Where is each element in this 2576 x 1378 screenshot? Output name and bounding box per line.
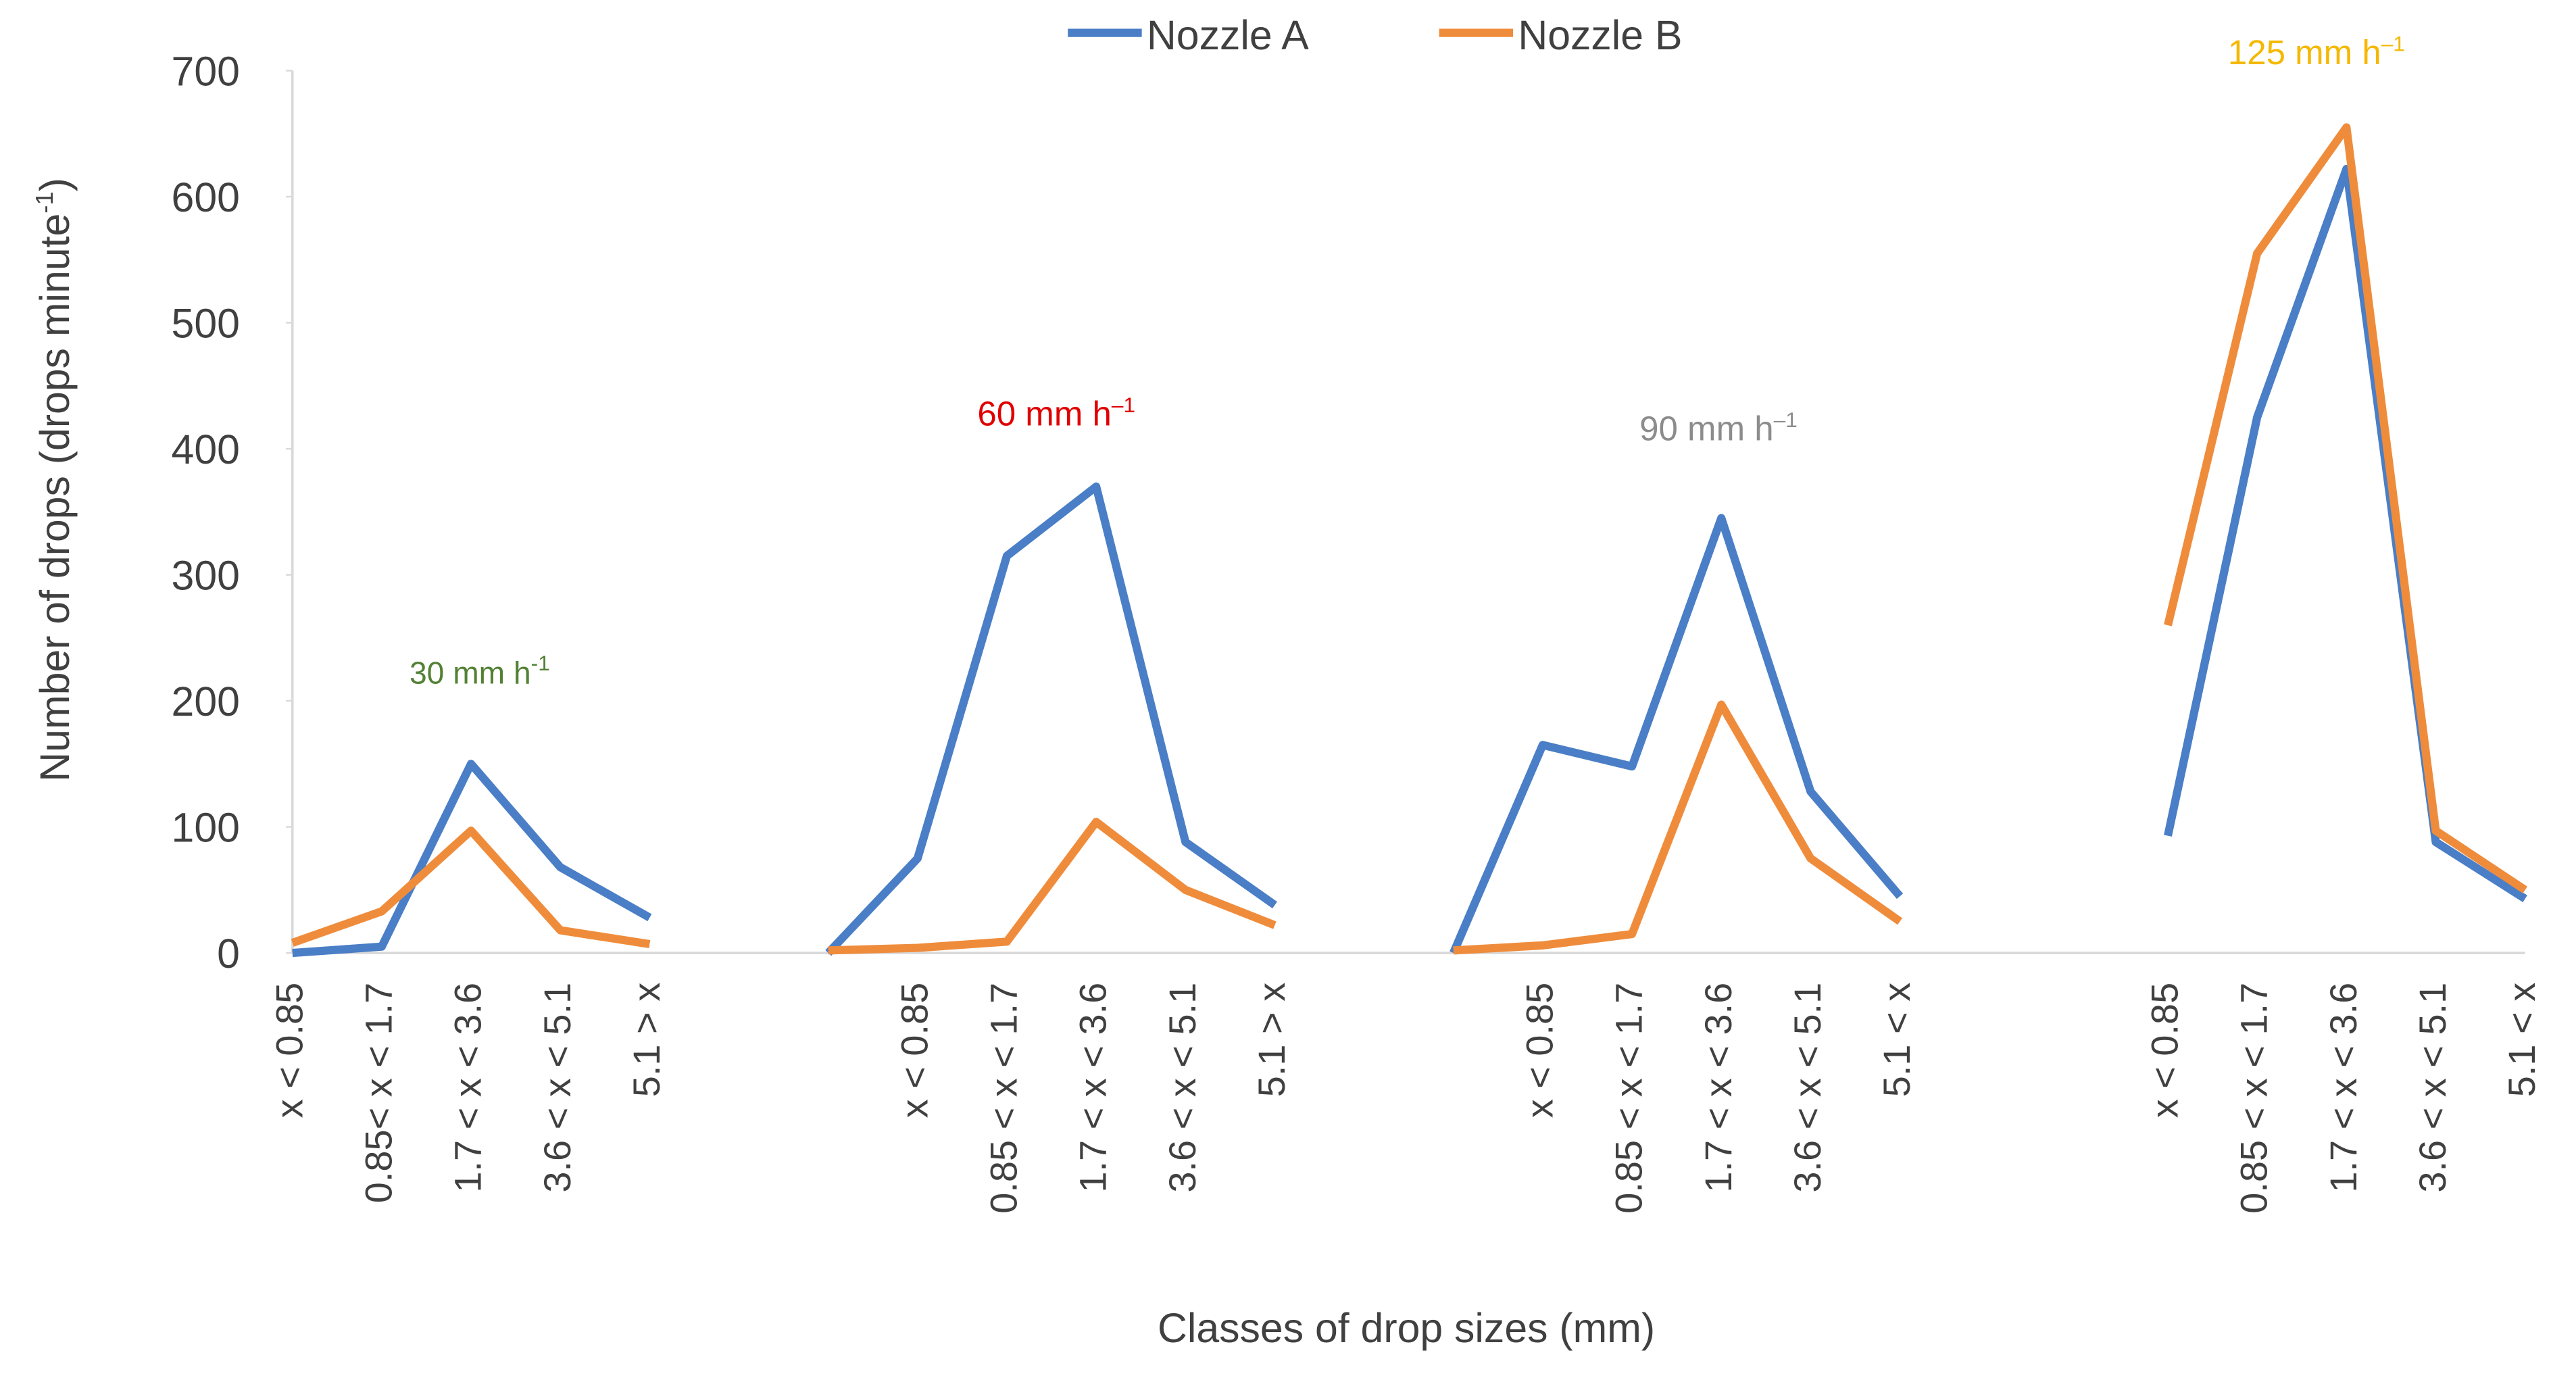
series-line — [291, 123, 2527, 955]
x-tick-label: 1.7 < x < 3.6 — [2322, 983, 2364, 1193]
x-tick-label: 5.1 < x — [1875, 983, 1918, 1097]
series-line — [292, 164, 2527, 958]
y-tick-label: 300 — [172, 552, 240, 598]
y-tick-label: 200 — [172, 679, 240, 724]
y-axis-title-sup: -1 — [30, 191, 58, 213]
x-tick-label: 1.7 < x < 3.6 — [447, 983, 489, 1193]
annotation-sup: –1 — [1774, 408, 1798, 432]
annotation-sup: -1 — [531, 651, 550, 675]
x-tick-label: 0.85< x < 1.7 — [357, 983, 399, 1203]
y-tick-label: 500 — [172, 300, 240, 346]
x-tick-label: 3.6 < x < 5.1 — [1786, 983, 1829, 1193]
x-tick-label: x < 0.85 — [893, 983, 935, 1118]
x-tick-label: 0.85 < x < 1.7 — [1608, 983, 1650, 1214]
x-tick-label: 0.85 < x < 1.7 — [983, 983, 1025, 1214]
annotation: 125 mm h–1 — [2228, 31, 2405, 71]
x-tick-label: 5.1 > x — [625, 983, 668, 1097]
x-axis-title: Classes of drop sizes (mm) — [1158, 1305, 1655, 1351]
annotation-text: 90 mm h — [1639, 410, 1774, 448]
annotation: 60 mm h–1 — [977, 393, 1135, 433]
x-tick-label: 3.6 < x < 5.1 — [536, 983, 578, 1193]
x-tick-label: 5.1 > x — [1250, 983, 1293, 1097]
y-tick-label: 100 — [172, 804, 240, 850]
y-tick-label: 400 — [172, 426, 240, 472]
x-tick-label: 5.1 < x — [2500, 983, 2543, 1097]
annotation: 30 mm h-1 — [410, 651, 550, 690]
x-tick-label: x < 0.85 — [268, 983, 310, 1118]
legend-label: Nozzle B — [1518, 12, 1682, 58]
annotation-text: 125 mm h — [2228, 33, 2381, 72]
annotation-text: 60 mm h — [977, 395, 1112, 433]
annotation: 90 mm h–1 — [1639, 408, 1798, 447]
x-tick-label: 1.7 < x < 3.6 — [1072, 983, 1114, 1193]
x-tick-label: 3.6 < x < 5.1 — [1161, 983, 1204, 1193]
legend-label: Nozzle A — [1147, 12, 1309, 58]
x-tick-label: x < 0.85 — [1518, 983, 1561, 1118]
y-tick-label: 700 — [172, 48, 240, 94]
y-tick-label: 600 — [172, 174, 240, 220]
annotation-sup: –1 — [1112, 393, 1135, 417]
y-axis-title-text: Number of drops (drops minute — [32, 214, 78, 782]
x-tick-label: x < 0.85 — [2144, 983, 2186, 1118]
annotation-text: 30 mm h — [410, 655, 531, 690]
y-axis-title-tail: ) — [32, 178, 78, 191]
x-tick-label: 0.85 < x < 1.7 — [2233, 983, 2275, 1214]
x-tick-label: 1.7 < x < 3.6 — [1697, 983, 1739, 1193]
y-axis-title: Number of drops (drops minute-1) — [30, 178, 78, 782]
annotation-sup: –1 — [2381, 31, 2405, 55]
y-tick-label: 0 — [217, 931, 240, 977]
x-tick-label: 3.6 < x < 5.1 — [2411, 983, 2454, 1193]
